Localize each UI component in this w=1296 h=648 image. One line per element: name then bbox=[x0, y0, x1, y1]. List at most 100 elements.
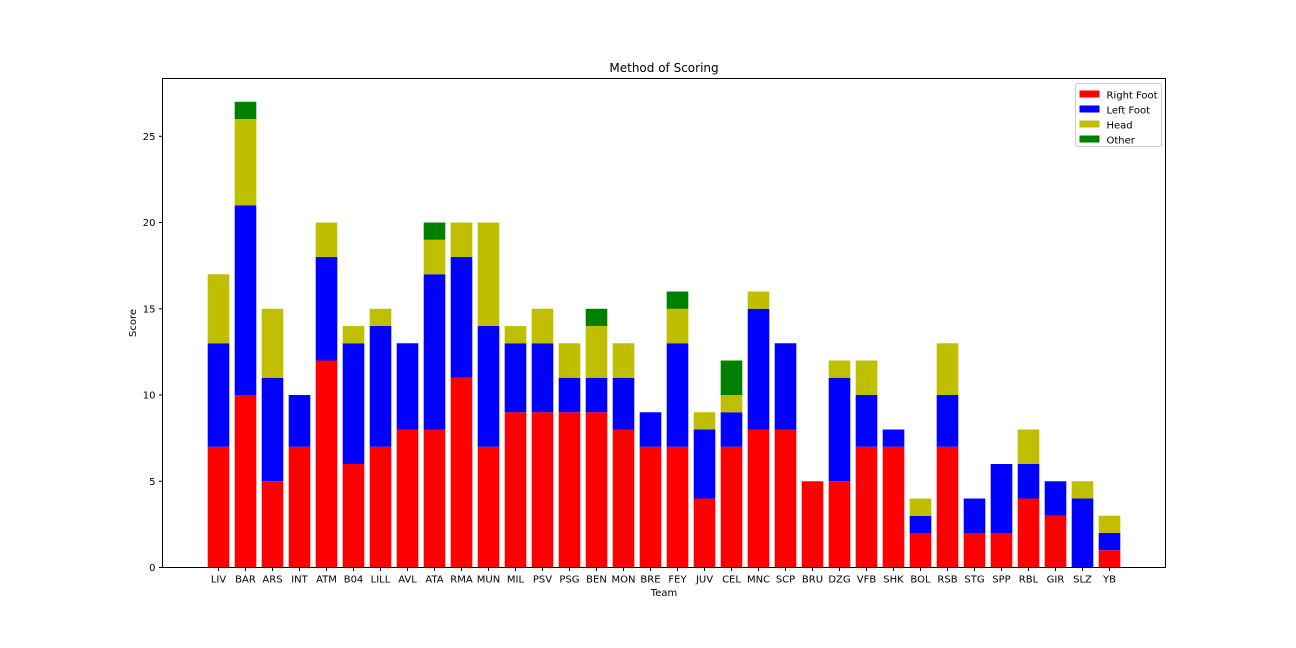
bar-atm-left-foot bbox=[315, 257, 338, 361]
bar-b04-right-foot bbox=[342, 464, 365, 568]
legend-label: Left Foot bbox=[1107, 106, 1151, 117]
bar-fey-left-foot bbox=[666, 343, 689, 447]
bar-gir-right-foot bbox=[1044, 515, 1067, 568]
bar-yb-head bbox=[1098, 515, 1121, 533]
y-tick-label: 25 bbox=[143, 132, 156, 143]
x-tick-label: SHK bbox=[883, 575, 904, 586]
legend-swatch-head bbox=[1079, 120, 1100, 128]
x-tick-label: STG bbox=[964, 575, 984, 586]
x-tick-label: BOL bbox=[910, 575, 931, 586]
bar-ben-other bbox=[585, 308, 608, 327]
bar-shk-left-foot bbox=[882, 429, 905, 447]
bar-vfb-right-foot bbox=[855, 446, 878, 568]
bar-rbl-left-foot bbox=[1017, 464, 1040, 499]
bar-yb-right-foot bbox=[1098, 550, 1121, 568]
x-tick-label: AVL bbox=[398, 575, 417, 586]
x-tick-label: CEL bbox=[722, 575, 741, 586]
bar-spp-right-foot bbox=[990, 533, 1013, 568]
bar-shk-right-foot bbox=[882, 446, 905, 568]
bar-rbl-head bbox=[1017, 429, 1040, 465]
bar-atm-right-foot bbox=[315, 360, 338, 568]
bar-rsb-head bbox=[936, 343, 959, 396]
bars-group bbox=[207, 101, 1121, 568]
bar-ata-head bbox=[423, 239, 446, 275]
chart-title: Method of Scoring bbox=[609, 61, 718, 75]
bar-mun-right-foot bbox=[477, 446, 500, 568]
x-tick-label: LILL bbox=[371, 575, 391, 586]
x-tick-label: SLZ bbox=[1073, 575, 1092, 586]
x-tick-label: B04 bbox=[344, 575, 364, 586]
bar-bar-head bbox=[234, 119, 257, 206]
bar-ben-head bbox=[585, 326, 608, 378]
bar-cel-left-foot bbox=[720, 412, 743, 447]
bar-b04-head bbox=[342, 326, 365, 344]
bar-int-right-foot bbox=[288, 446, 311, 568]
bar-bar-other bbox=[234, 101, 257, 120]
bar-ars-right-foot bbox=[261, 481, 284, 568]
legend-label: Right Foot bbox=[1107, 91, 1158, 102]
bar-bar-right-foot bbox=[234, 395, 257, 568]
x-tick-label: BRU bbox=[802, 575, 823, 586]
bar-rma-head bbox=[450, 222, 473, 258]
bar-gir-left-foot bbox=[1044, 481, 1067, 516]
x-tick-label: JUV bbox=[695, 575, 713, 586]
bar-stg-left-foot bbox=[963, 498, 986, 534]
legend-label: Head bbox=[1107, 121, 1133, 132]
legend-label: Other bbox=[1107, 136, 1136, 147]
x-axis: LIV BAR ARS INT ATM B04 LILL AVL ATA RMA MUN MIL PSV… bbox=[211, 567, 1116, 586]
bar-int-left-foot bbox=[288, 395, 311, 447]
x-tick-label: MON bbox=[612, 575, 636, 586]
bar-mon-head bbox=[612, 343, 635, 378]
bar-mil-head bbox=[504, 326, 527, 344]
bar-rbl-right-foot bbox=[1017, 498, 1040, 568]
x-tick-label: SPP bbox=[992, 575, 1010, 586]
bar-juv-head bbox=[693, 412, 716, 430]
x-tick-label: BEN bbox=[586, 575, 607, 586]
bar-slz-head bbox=[1071, 481, 1094, 499]
x-tick-label: RMA bbox=[450, 575, 473, 586]
x-tick-label: ATA bbox=[425, 575, 443, 586]
x-tick-label: SCP bbox=[776, 575, 795, 586]
bar-avl-right-foot bbox=[396, 429, 419, 568]
y-tick-label: 20 bbox=[143, 218, 156, 229]
bar-fey-right-foot bbox=[666, 446, 689, 568]
bar-psv-head bbox=[531, 308, 554, 344]
bar-mnc-left-foot bbox=[747, 308, 770, 430]
bar-lill-left-foot bbox=[369, 326, 392, 447]
bar-psg-head bbox=[558, 343, 581, 378]
bar-scp-right-foot bbox=[774, 429, 797, 568]
bar-avl-left-foot bbox=[396, 343, 419, 430]
bar-bru-right-foot bbox=[801, 481, 824, 568]
bar-rsb-right-foot bbox=[936, 446, 959, 568]
bar-ata-right-foot bbox=[423, 429, 446, 568]
bar-yb-left-foot bbox=[1098, 533, 1121, 551]
bar-mon-right-foot bbox=[612, 429, 635, 568]
y-axis-title: Score bbox=[128, 309, 139, 337]
bar-slz-left-foot bbox=[1071, 498, 1094, 568]
bar-bre-right-foot bbox=[639, 446, 662, 568]
bar-mil-right-foot bbox=[504, 412, 527, 568]
x-tick-label: ARS bbox=[262, 575, 282, 586]
bar-bol-right-foot bbox=[909, 533, 932, 568]
bar-b04-left-foot bbox=[342, 343, 365, 465]
bar-mun-left-foot bbox=[477, 326, 500, 447]
bar-cel-right-foot bbox=[720, 446, 743, 568]
bar-mon-left-foot bbox=[612, 377, 635, 430]
bar-psg-left-foot bbox=[558, 377, 581, 413]
x-tick-label: MNC bbox=[747, 575, 770, 586]
bar-bre-left-foot bbox=[639, 412, 662, 447]
bar-ata-left-foot bbox=[423, 274, 446, 430]
x-tick-label: DZG bbox=[828, 575, 850, 586]
y-axis: 0 5 10 15 20 25 bbox=[143, 132, 163, 574]
bar-ata-other bbox=[423, 222, 446, 240]
x-tick-label: LIV bbox=[211, 575, 227, 586]
x-tick-label: FEY bbox=[668, 575, 687, 586]
bar-liv-right-foot bbox=[207, 446, 230, 568]
y-tick-label: 5 bbox=[149, 477, 155, 488]
bar-cel-head bbox=[720, 395, 743, 413]
x-tick-label: YB bbox=[1102, 575, 1116, 586]
bar-ars-head bbox=[261, 308, 284, 378]
bar-vfb-head bbox=[855, 360, 878, 396]
bar-psv-right-foot bbox=[531, 412, 554, 568]
